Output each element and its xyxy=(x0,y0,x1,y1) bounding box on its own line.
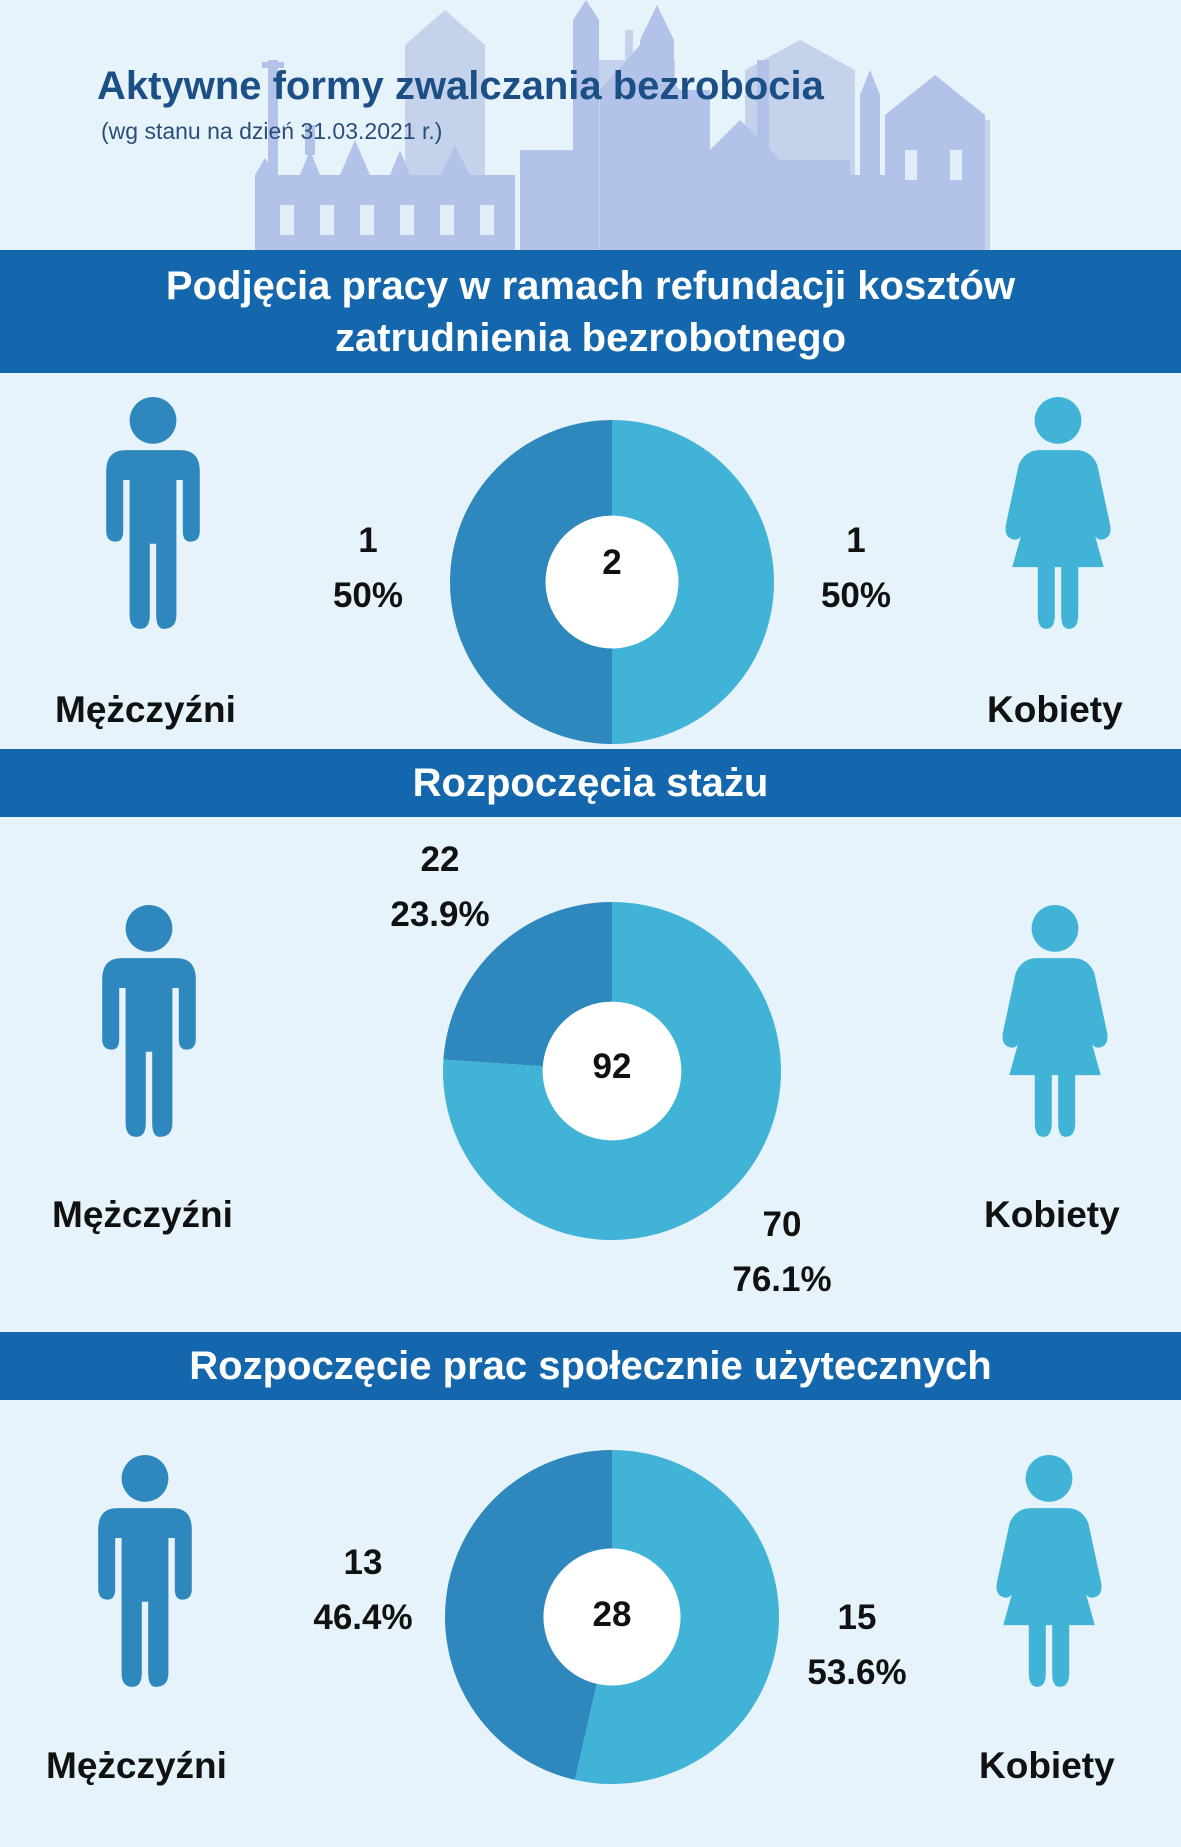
men-slice xyxy=(445,1450,612,1780)
women-count: 1 xyxy=(846,521,866,560)
women-percentage: 50% xyxy=(820,576,892,615)
donut-total: 2 xyxy=(602,543,622,582)
men-percentage: 23.9% xyxy=(390,895,490,934)
woman-icon xyxy=(1002,905,1108,1137)
men-label: Mężczyźni xyxy=(52,1194,233,1235)
woman-icon xyxy=(996,1455,1102,1687)
woman-icon xyxy=(1005,397,1111,629)
women-value: 1 50% xyxy=(806,513,906,623)
section-internship: Mężczyźni Kobiety 22 23.9% 70 76.1% 92 xyxy=(0,817,1181,1332)
section-refund: Mężczyźni Kobiety 1 50% 1 50% 2 xyxy=(0,373,1181,749)
section-title-refund: Podjęcia pracy w ramach refundacji koszt… xyxy=(0,250,1181,373)
men-value: 1 50% xyxy=(318,513,418,623)
section-title-internship: Rozpoczęcia stażu xyxy=(0,749,1181,817)
section-title-line: Podjęcia pracy w ramach refundacji koszt… xyxy=(165,263,1016,308)
women-count: 70 xyxy=(762,1205,802,1244)
men-value: 22 23.9% xyxy=(375,832,505,942)
section-title-public-works: Rozpoczęcie prac społecznie użytecznych xyxy=(0,1332,1181,1400)
man-icon xyxy=(98,1455,192,1687)
men-percentage: 46.4% xyxy=(313,1598,413,1637)
men-slice xyxy=(443,902,612,1067)
women-slice xyxy=(574,1450,779,1784)
section-title-line: Rozpoczęcie prac społecznie użytecznych xyxy=(189,1343,992,1388)
women-value: 15 53.6% xyxy=(792,1590,922,1700)
women-label: Kobiety xyxy=(984,1194,1120,1235)
men-value: 13 46.4% xyxy=(298,1535,428,1645)
donut-hole xyxy=(543,1548,681,1686)
men-label: Mężczyźni xyxy=(46,1745,227,1786)
section-title-line: zatrudnienia bezrobotnego xyxy=(334,315,847,360)
women-label: Kobiety xyxy=(987,689,1123,730)
men-count: 13 xyxy=(343,1543,383,1582)
women-count: 15 xyxy=(837,1598,877,1637)
donut-total: 92 xyxy=(592,1047,632,1086)
donut-chart-internship xyxy=(443,902,781,1240)
page-title: Aktywne formy zwalczania bezrobocia xyxy=(97,64,824,108)
donut-total: 28 xyxy=(592,1595,632,1634)
men-count: 22 xyxy=(420,840,460,879)
women-percentage: 76.1% xyxy=(732,1260,832,1299)
donut-hole xyxy=(545,515,679,649)
women-percentage: 53.6% xyxy=(807,1653,907,1692)
man-icon xyxy=(102,905,196,1137)
donut-chart-public-works xyxy=(445,1450,779,1784)
city-skyline-illustration xyxy=(255,0,990,250)
man-icon xyxy=(106,397,200,629)
section-title-line: Rozpoczęcia stażu xyxy=(412,760,769,805)
women-slice xyxy=(443,902,781,1240)
section-public-works: Mężczyźni Kobiety 13 46.4% 15 53.6% 28 xyxy=(0,1400,1181,1847)
donut-chart-refund xyxy=(450,420,774,744)
men-label: Mężczyźni xyxy=(55,689,236,730)
women-label: Kobiety xyxy=(979,1745,1115,1786)
men-count: 1 xyxy=(358,521,378,560)
women-slice xyxy=(612,420,774,744)
men-percentage: 50% xyxy=(332,576,404,615)
women-value: 70 76.1% xyxy=(717,1197,847,1307)
donut-hole xyxy=(542,1001,682,1141)
page-subtitle: (wg stanu na dzień 31.03.2021 r.) xyxy=(101,118,443,144)
men-slice xyxy=(450,420,612,744)
